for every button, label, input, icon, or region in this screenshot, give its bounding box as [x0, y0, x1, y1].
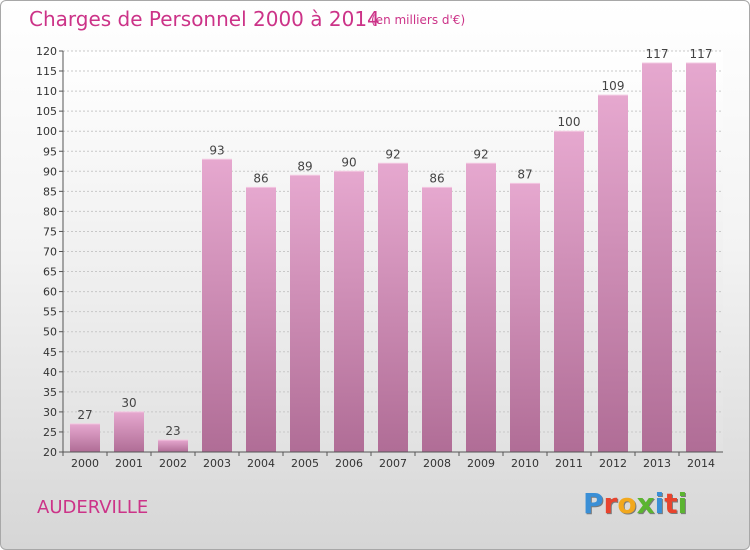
y-tick-label: 110: [36, 85, 57, 98]
y-tick-label: 55: [43, 306, 57, 319]
logo-letter: i: [654, 487, 665, 520]
y-tick-label: 65: [43, 266, 57, 279]
y-tick-label: 25: [43, 426, 57, 439]
chart-subtitle: (en milliers d'€): [371, 13, 466, 27]
x-tick-label: 2004: [247, 457, 275, 470]
y-tick-label: 120: [36, 45, 57, 58]
x-tick-label: 2001: [115, 457, 143, 470]
data-label: 92: [473, 147, 488, 161]
logo-letter: P: [583, 487, 604, 520]
y-tick-label: 100: [36, 125, 57, 138]
city-name: AUDERVILLE: [37, 497, 149, 518]
data-label: 89: [297, 159, 312, 173]
bar: [510, 183, 540, 452]
y-tick-label: 115: [36, 65, 57, 78]
data-label: 109: [602, 79, 625, 93]
y-tick-label: 75: [43, 225, 57, 238]
y-tick-label: 105: [36, 105, 57, 118]
logo-letter: o: [617, 487, 637, 520]
x-tick-label: 2005: [291, 457, 319, 470]
logo-letter: i: [677, 487, 688, 520]
x-tick-label: 2002: [159, 457, 187, 470]
bar: [378, 163, 408, 452]
y-tick-label: 60: [43, 286, 57, 299]
data-label: 27: [77, 408, 92, 422]
y-tick-label: 30: [43, 406, 57, 419]
data-label: 92: [385, 147, 400, 161]
data-label: 30: [121, 396, 136, 410]
x-tick-label: 2014: [687, 457, 715, 470]
bar: [334, 171, 364, 453]
bar: [598, 95, 628, 453]
x-tick-label: 2007: [379, 457, 407, 470]
proxiti-logo: Proxiti: [583, 487, 687, 520]
y-tick-label: 35: [43, 386, 57, 399]
data-label: 90: [341, 155, 356, 169]
y-tick-label: 70: [43, 246, 57, 259]
y-tick-label: 50: [43, 326, 57, 339]
bar: [642, 63, 672, 452]
bar: [422, 187, 452, 452]
y-tick-label: 80: [43, 205, 57, 218]
x-tick-label: 2008: [423, 457, 451, 470]
y-tick-label: 90: [43, 165, 57, 178]
data-label: 86: [253, 171, 268, 185]
data-label: 117: [646, 47, 669, 61]
x-tick-label: 2000: [71, 457, 99, 470]
data-label: 93: [209, 143, 224, 157]
data-label: 87: [517, 167, 532, 181]
bar: [686, 63, 716, 452]
x-tick-label: 2012: [599, 457, 627, 470]
chart-title: Charges de Personnel 2000 à 2014: [29, 7, 380, 31]
x-tick-label: 2013: [643, 457, 671, 470]
data-label: 117: [690, 47, 713, 61]
bar: [158, 439, 188, 452]
y-tick-label: 45: [43, 346, 57, 359]
y-tick-label: 20: [43, 446, 57, 459]
data-label: 86: [429, 171, 444, 185]
x-tick-label: 2003: [203, 457, 231, 470]
logo-letter: x: [636, 487, 655, 520]
bar: [466, 163, 496, 452]
logo-letter: t: [664, 487, 678, 520]
y-tick-label: 95: [43, 145, 57, 158]
bar: [246, 187, 276, 452]
bar: [70, 423, 100, 452]
bar: [290, 175, 320, 452]
bar: [554, 131, 584, 452]
y-tick-label: 85: [43, 185, 57, 198]
y-tick-label: 40: [43, 366, 57, 379]
logo-letter: r: [603, 487, 618, 520]
x-tick-label: 2006: [335, 457, 363, 470]
data-label: 100: [558, 115, 581, 129]
data-label: 23: [165, 424, 180, 438]
x-tick-label: 2009: [467, 457, 495, 470]
bar: [202, 159, 232, 452]
x-tick-label: 2010: [511, 457, 539, 470]
x-tick-label: 2011: [555, 457, 583, 470]
bar: [114, 411, 144, 452]
